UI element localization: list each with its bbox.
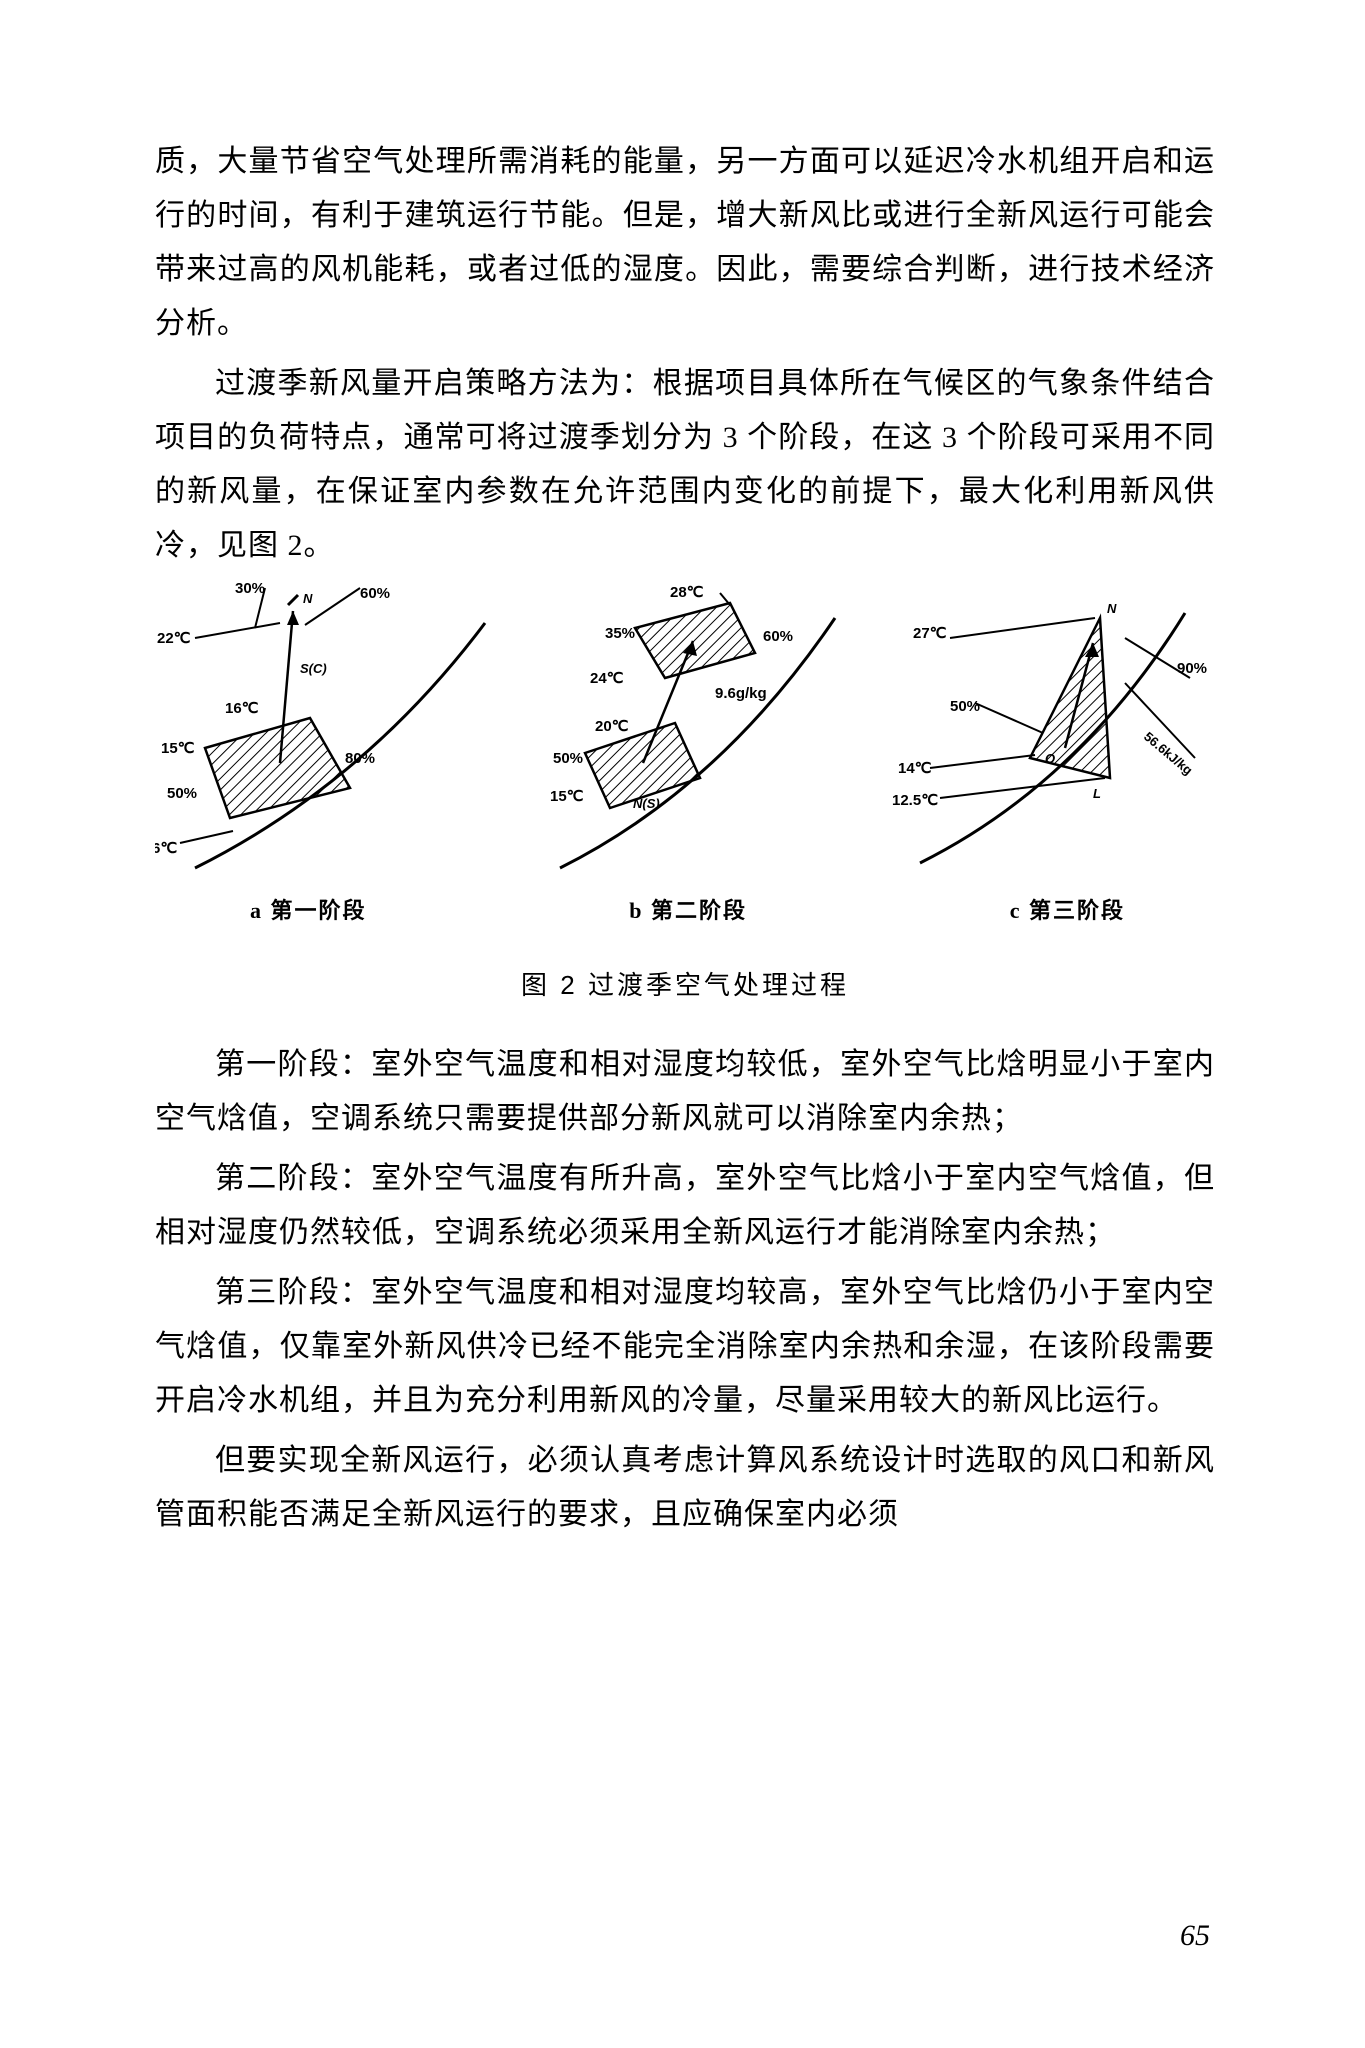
label-sc: S(C) [300,661,327,676]
label-80: 80% [345,750,375,767]
paragraph-6: 但要实现全新风运行，必须认真考虑计算风系统设计时选取的风口和新风管面积能否满足全… [155,1434,1215,1542]
label-O: O [1045,751,1055,766]
label-N: N [1107,601,1117,616]
label-6c: 6℃ [155,840,177,857]
label-60b: 60% [763,628,793,645]
svg-text:N: N [303,591,313,606]
panel-c: 27℃ N 50% 90% 56.6kJ/kg 14℃ O 12.5℃ [892,601,1207,863]
label-28c: 28℃ [670,584,704,601]
label-15c: 15℃ [161,740,195,757]
paragraph-4: 第二阶段：室外空气温度有所升高，室外空气比焓小于室内空气焓值，但相对湿度仍然较低… [155,1152,1215,1260]
sub-caption-c: c 第三阶段 [1010,893,1125,925]
sub-caption-a: a 第一阶段 [250,893,367,925]
figure-caption: 图 2 过渡季空气处理过程 [155,965,1215,1002]
page-number: 65 [1180,1919,1210,1953]
paragraph-2: 过渡季新风量开启策略方法为：根据项目具体所在气候区的气象条件结合项目的负荷特点，… [155,357,1215,573]
label-24c: 24℃ [590,670,624,687]
sub-caption-b: b 第二阶段 [629,893,747,925]
label-22c: 22℃ [157,630,191,647]
label-30: 30% [235,583,265,597]
panel-b: 28℃ 35% 60% 24℃ 9.6g/kg 20℃ 50% 15℃ N(S) [550,584,835,868]
paragraph-1: 质，大量节省空气处理所需消耗的能量，另一方面可以延迟冷水机组开启和运行的时间，有… [155,135,1215,351]
page: 质，大量节省空气处理所需消耗的能量，另一方面可以延迟冷水机组开启和运行的时间，有… [0,0,1365,2048]
label-L: L [1093,786,1101,801]
paragraph-3: 第一阶段：室外空气温度和相对湿度均较低，室外空气比焓明显小于室内空气焓值，空调系… [155,1038,1215,1146]
label-27c: 27℃ [913,625,947,642]
label-50c: 50% [950,698,980,715]
label-14c: 14℃ [898,760,932,777]
panel-a: 30% 60% N 22℃ S(C) 16℃ 15℃ [155,583,485,868]
label-ns: N(S) [633,796,660,811]
label-h: 56.6kJ/kg [1141,729,1196,778]
label-50b: 50% [553,750,583,767]
figure-sub-captions: a 第一阶段 b 第二阶段 c 第三阶段 [155,883,1215,925]
label-15b: 15℃ [550,788,584,805]
figure-2-svg: 30% 60% N 22℃ S(C) 16℃ 15℃ [155,583,1215,883]
label-hr: 9.6g/kg [715,685,767,702]
figure-2: 30% 60% N 22℃ S(C) 16℃ 15℃ [155,583,1215,1002]
label-35: 35% [605,625,635,642]
paragraph-5: 第三阶段：室外空气温度和相对湿度均较高，室外空气比焓仍小于室内空气焓值，仅靠室外… [155,1266,1215,1428]
label-16c: 16℃ [225,700,259,717]
label-20c: 20℃ [595,718,629,735]
label-50a: 50% [167,785,197,802]
label-90: 90% [1177,660,1207,677]
label-125c: 12.5℃ [892,792,938,809]
label-60: 60% [360,585,390,602]
